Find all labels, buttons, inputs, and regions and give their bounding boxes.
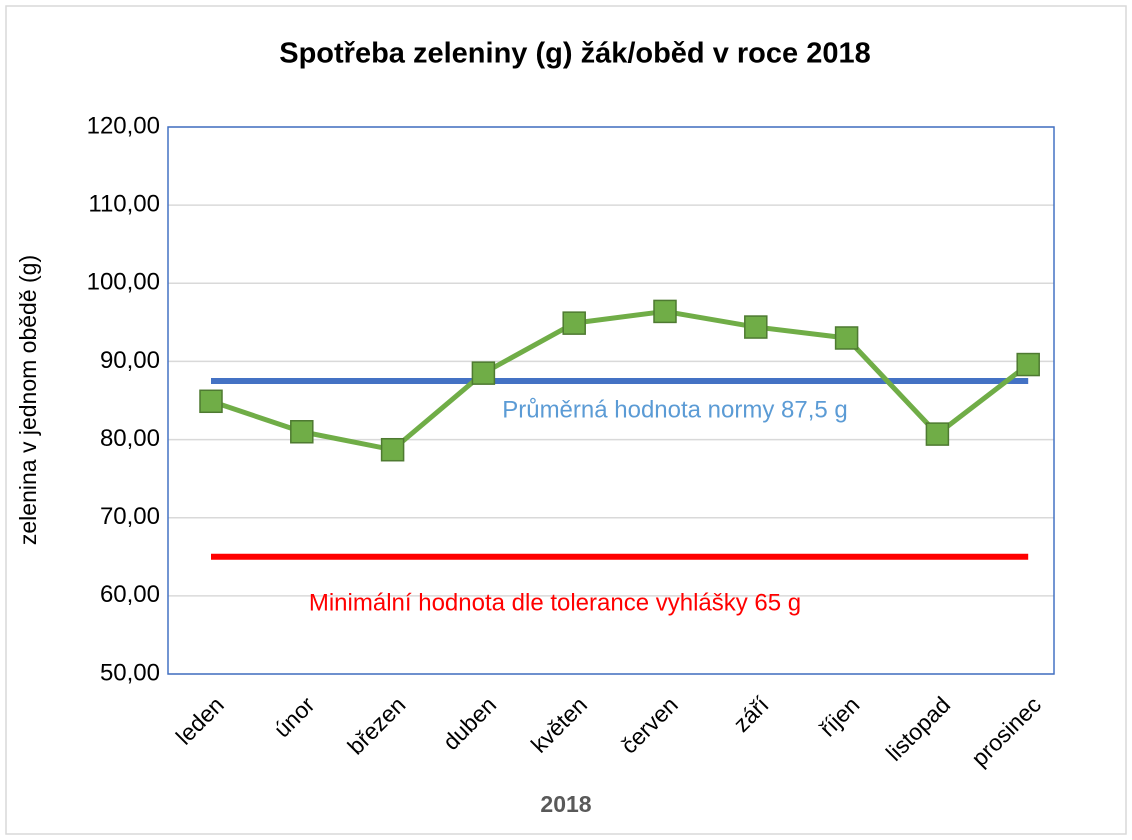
marker — [834, 326, 859, 350]
reference-label: Průměrná hodnota normy 87,5 g — [502, 396, 848, 423]
marker — [653, 299, 677, 324]
marker — [380, 437, 405, 462]
y-tick-label: 80,00 — [100, 425, 160, 452]
y-axis-title: zelenina v jednom obědě (g) — [15, 255, 41, 545]
y-tick-label: 90,00 — [100, 347, 160, 374]
marker — [199, 389, 223, 414]
y-tick-label: 60,00 — [100, 581, 160, 608]
y-tick-label: 100,00 — [87, 269, 160, 296]
y-tick-label: 120,00 — [87, 112, 160, 139]
y-tick-label: 70,00 — [100, 503, 160, 530]
y-tick-label: 110,00 — [88, 190, 160, 217]
chart-border — [5, 5, 1127, 835]
y-tick-label: 50,00 — [100, 659, 160, 686]
marker — [562, 311, 586, 335]
x-axis-title: 2018 — [540, 791, 591, 817]
marker — [471, 361, 496, 385]
chart-title: Spotřeba zeleniny (g) žák/oběd v roce 20… — [279, 38, 870, 70]
plot-area — [167, 126, 1055, 675]
marker — [1016, 352, 1040, 377]
marker — [744, 315, 768, 339]
marker — [290, 420, 314, 444]
series-line — [210, 308, 1030, 453]
marker — [925, 422, 950, 446]
reference-label: Minimální hodnota dle tolerance vyhlášky… — [309, 589, 801, 616]
